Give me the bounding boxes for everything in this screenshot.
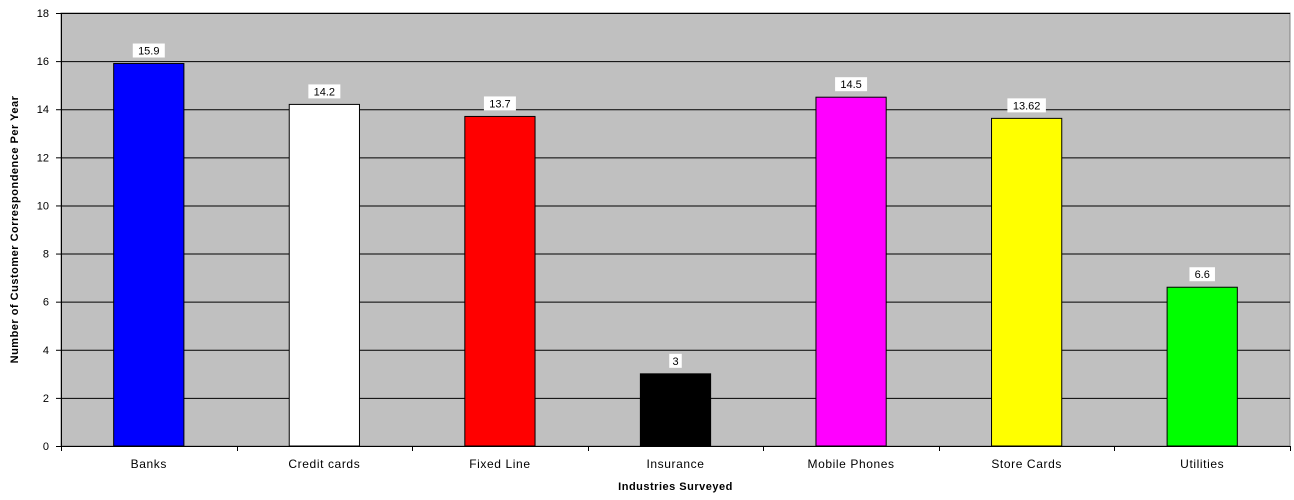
- bar-utilities: [1166, 286, 1238, 447]
- y-tick-label: 16: [37, 56, 49, 68]
- data-label-box: [835, 77, 868, 92]
- x-category-label: Banks: [131, 457, 167, 471]
- y-tick-label: 6: [43, 297, 49, 309]
- y-axis-title: Number of Customer Correspondence Per Ye…: [9, 95, 21, 363]
- data-label-box: [132, 43, 165, 58]
- bar-fixed-line: [464, 115, 536, 447]
- x-category-label: Utilities: [1180, 457, 1224, 471]
- data-label: 3: [672, 356, 678, 368]
- bar-credit-cards: [288, 103, 360, 447]
- data-labels: 15.9 14.2 13.7 3 14.5 13.62 6.6: [132, 43, 1215, 368]
- y-tick-label: 4: [43, 345, 49, 357]
- data-label: 13.62: [1013, 100, 1041, 112]
- data-label: 13.7: [489, 98, 510, 110]
- y-tick-label: 2: [43, 393, 49, 405]
- x-axis-title: Industries Surveyed: [618, 481, 733, 493]
- x-category-label: Store Cards: [991, 457, 1062, 471]
- x-category-label: Credit cards: [288, 457, 360, 471]
- x-category-label: Insurance: [646, 457, 704, 471]
- y-tick-label: 10: [37, 200, 49, 212]
- data-label-box: [308, 84, 341, 99]
- bar-store-cards: [991, 117, 1063, 447]
- data-label: 6.6: [1195, 269, 1210, 281]
- data-label-box: [483, 96, 516, 111]
- data-label: 14.2: [314, 86, 335, 98]
- gridlines: [61, 13, 1290, 399]
- y-tick-label: 14: [37, 104, 49, 116]
- data-label: 15.9: [138, 46, 159, 58]
- axes: 0 2 4 6 8 10 12 14 16 18 Banks Credit cards Fixed Li…: [37, 8, 1291, 471]
- x-category-label: Fixed Line: [469, 457, 530, 471]
- bar-banks: [113, 63, 185, 447]
- x-category-label: Mobile Phones: [807, 457, 894, 471]
- data-label-box: [669, 353, 682, 368]
- data-label: 14.5: [840, 79, 861, 91]
- y-tick-label: 8: [43, 249, 49, 261]
- y-tick-label: 0: [43, 441, 49, 453]
- bars: [113, 63, 1238, 447]
- bar-insurance: [639, 373, 712, 447]
- data-label-box: [1007, 98, 1046, 113]
- y-tick-label: 12: [37, 152, 49, 164]
- y-tick-label: 18: [37, 8, 49, 20]
- data-label-box: [1189, 267, 1215, 282]
- bar-mobile-phones: [815, 96, 887, 447]
